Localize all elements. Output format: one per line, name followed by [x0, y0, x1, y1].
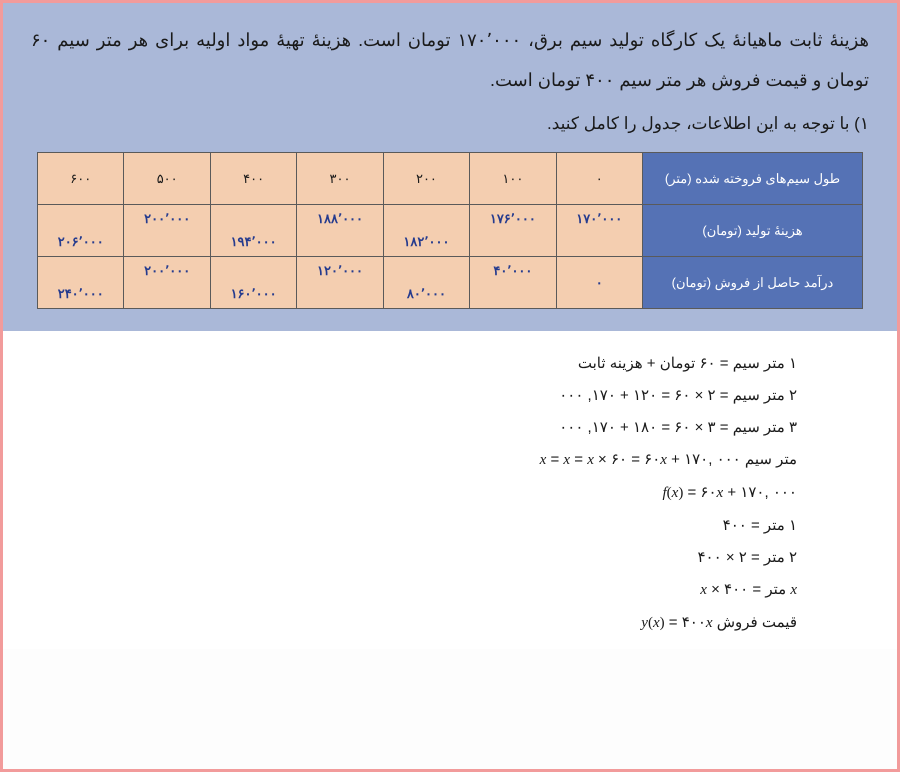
- data-table: طول سیم‌های فروخته شده (متر) ۰ ۱۰۰ ۲۰۰ ۳…: [37, 152, 863, 309]
- cell-income-4: ۱۶۰٬۰۰۰: [210, 257, 296, 309]
- sol-text: ۲ متر سیم: [733, 387, 797, 404]
- sol-text: متر سیم: [741, 451, 797, 468]
- cell-cost-3: ۱۸۸٬۰۰۰: [297, 205, 383, 257]
- table-row: درآمد حاصل از فروش (تومان) ۰ ۴۰٬۰۰۰ ۸۰٬۰…: [38, 257, 863, 309]
- cell-income-0: ۰: [556, 257, 642, 309]
- cell-cost-6: ۲۰۶٬۰۰۰: [38, 205, 124, 257]
- cell-cost-2: ۱۸۲٬۰۰۰: [383, 205, 469, 257]
- cell-income-6: ۲۴۰٬۰۰۰: [38, 257, 124, 309]
- sol-text: = ۴۰۰: [665, 614, 706, 631]
- solution-line-5: f(x) = ۶۰x + ۱۷۰, ۰۰۰: [3, 476, 797, 509]
- solution-line-6: ۱ متر = ۴۰۰: [3, 509, 797, 541]
- math-x: x: [587, 452, 594, 468]
- row-header-cost: هزینهٔ تولید (تومان): [643, 205, 863, 257]
- math-y: y: [641, 615, 648, 631]
- cell-length-3: ۳۰۰: [297, 153, 383, 205]
- data-table-wrap: طول سیم‌های فروخته شده (متر) ۰ ۱۰۰ ۲۰۰ ۳…: [31, 152, 869, 309]
- sol-text: = ۳ × ۶۰ = ۱۸۰ + ۱۷۰, ۰۰۰: [559, 419, 732, 436]
- cell-length-0: ۰: [556, 153, 642, 205]
- problem-statement: هزینهٔ ثابت ماهیانهٔ یک کارگاه تولید سیم…: [31, 21, 869, 100]
- solution-line-3: ۳ متر سیم = ۳ × ۶۰ = ۱۸۰ + ۱۷۰, ۰۰۰: [3, 411, 797, 443]
- cell-cost-1: ۱۷۶٬۰۰۰: [470, 205, 556, 257]
- row-header-length: طول سیم‌های فروخته شده (متر): [643, 153, 863, 205]
- cell-income-5: ۲۰۰٬۰۰۰: [124, 257, 210, 309]
- sol-text: = ۲ × ۶۰ = ۱۲۰ + ۱۷۰, ۰۰۰: [559, 387, 732, 404]
- solution-line-1: ۱ متر سیم = ۶۰ تومان + هزینه ثابت: [3, 347, 797, 379]
- sol-text: =: [570, 451, 587, 468]
- sol-text: × ۶۰ = ۶۰: [594, 451, 660, 468]
- math-x: x: [660, 452, 667, 468]
- sol-text: = ۶۰: [683, 484, 716, 501]
- math-x: x: [700, 582, 707, 598]
- solution-line-9: قیمت فروش y(x) = ۴۰۰x: [3, 606, 797, 639]
- row-header-income: درآمد حاصل از فروش (تومان): [643, 257, 863, 309]
- cell-cost-0: ۱۷۰٬۰۰۰: [556, 205, 642, 257]
- sol-text: + ۱۷۰, ۰۰۰: [723, 484, 797, 501]
- cell-length-4: ۴۰۰: [210, 153, 296, 205]
- sol-text: متر =: [748, 581, 790, 598]
- sol-text: قیمت فروش: [713, 614, 797, 631]
- math-x: x: [653, 615, 660, 631]
- cell-income-1: ۴۰٬۰۰۰: [470, 257, 556, 309]
- solution-line-8: x متر = x × ۴۰۰: [3, 573, 797, 606]
- sol-text: ۱ متر سیم: [733, 355, 797, 372]
- sol-text: =: [546, 451, 563, 468]
- solution-line-2: ۲ متر سیم = ۲ × ۶۰ = ۱۲۰ + ۱۷۰, ۰۰۰: [3, 379, 797, 411]
- instruction-text: ۱) با توجه به این اطلاعات، جدول را کامل …: [31, 114, 869, 134]
- problem-region: هزینهٔ ثابت ماهیانهٔ یک کارگاه تولید سیم…: [3, 3, 897, 331]
- solution-line-7: ۲ متر = ۲ × ۴۰۰: [3, 541, 797, 573]
- math-x: x: [706, 615, 713, 631]
- table-row: هزینهٔ تولید (تومان) ۱۷۰٬۰۰۰ ۱۷۶٬۰۰۰ ۱۸۲…: [38, 205, 863, 257]
- math-x: x: [790, 582, 797, 598]
- cell-income-3: ۱۲۰٬۰۰۰: [297, 257, 383, 309]
- sol-text: + ۱۷۰, ۰۰۰: [667, 451, 741, 468]
- cell-length-6: ۶۰۰: [38, 153, 124, 205]
- table-row: طول سیم‌های فروخته شده (متر) ۰ ۱۰۰ ۲۰۰ ۳…: [38, 153, 863, 205]
- cell-length-5: ۵۰۰: [124, 153, 210, 205]
- cell-income-2: ۸۰٬۰۰۰: [383, 257, 469, 309]
- cell-length-1: ۱۰۰: [470, 153, 556, 205]
- cell-cost-5: ۲۰۰٬۰۰۰: [124, 205, 210, 257]
- cell-length-2: ۲۰۰: [383, 153, 469, 205]
- solutions-region: ۱ متر سیم = ۶۰ تومان + هزینه ثابت ۲ متر …: [3, 331, 897, 649]
- sol-text: ۳ متر سیم: [733, 419, 797, 436]
- sol-text: × ۴۰۰: [707, 581, 748, 598]
- sol-text: = ۶۰ تومان + هزینه ثابت: [578, 355, 733, 372]
- cell-cost-4: ۱۹۴٬۰۰۰: [210, 205, 296, 257]
- solution-line-4: متر سیم x = x = x × ۶۰ = ۶۰x + ۱۷۰, ۰۰۰: [3, 443, 797, 476]
